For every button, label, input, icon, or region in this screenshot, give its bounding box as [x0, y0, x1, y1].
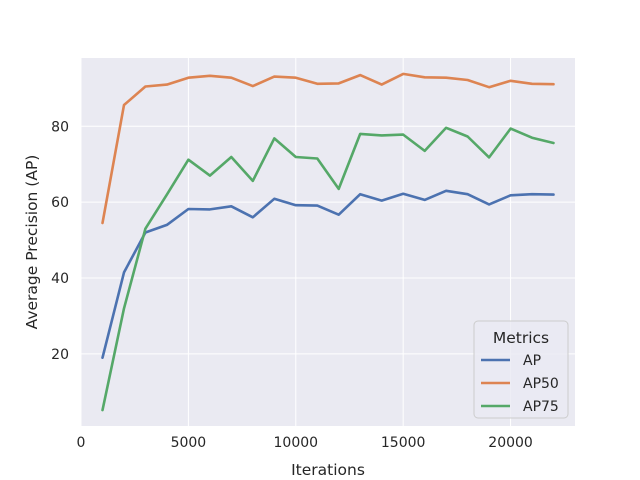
- x-tick-label: 15000: [381, 435, 426, 451]
- x-tick-label: 20000: [488, 435, 533, 451]
- x-tick-label: 5000: [171, 435, 207, 451]
- legend: Metrics AP AP50 AP75: [473, 320, 569, 419]
- legend-title: Metrics: [493, 329, 549, 347]
- series-lines: [101, 72, 555, 412]
- y-tick-labels: 20 40 60 80: [51, 119, 69, 363]
- y-tick-label: 40: [51, 271, 69, 287]
- y-tick-label: 80: [51, 119, 69, 135]
- y-tick-label: 60: [51, 195, 69, 211]
- series-line-ap50: [101, 72, 555, 225]
- y-axis-label: Average Precision (AP): [23, 155, 41, 330]
- x-tick-label: 0: [77, 435, 86, 451]
- series-line-ap75: [101, 126, 555, 412]
- x-tick-labels: 0 5000 10000 15000 20000: [77, 435, 533, 451]
- x-tick-label: 10000: [274, 435, 319, 451]
- y-tick-label: 20: [51, 347, 69, 363]
- legend-box: [473, 320, 569, 419]
- legend-label-ap50: AP50: [523, 376, 559, 392]
- legend-label-ap75: AP75: [523, 399, 559, 415]
- x-axis-label: Iterations: [291, 461, 365, 479]
- series-line-ap: [101, 189, 555, 360]
- legend-label-ap: AP: [523, 353, 541, 369]
